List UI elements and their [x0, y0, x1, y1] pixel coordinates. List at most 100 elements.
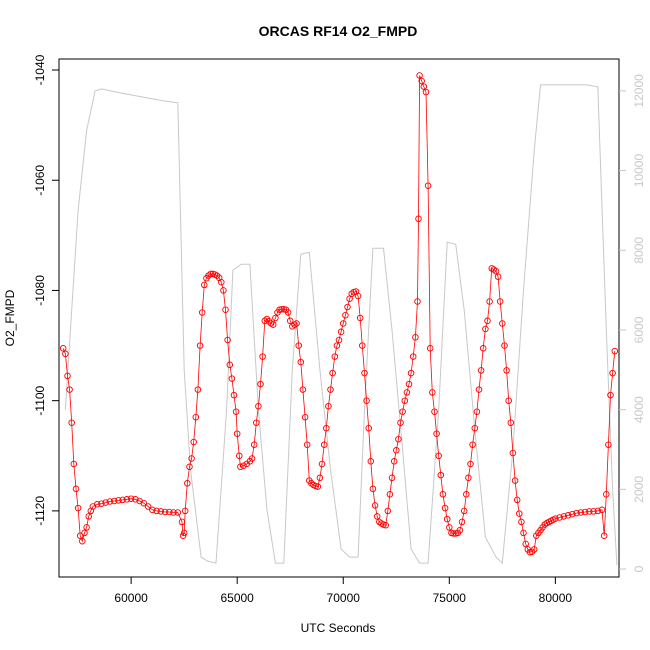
- o2-point: [382, 521, 389, 529]
- o2-point: [446, 524, 453, 531]
- o2-point: [450, 530, 457, 537]
- o2-point: [475, 386, 483, 393]
- o2-point: [218, 278, 225, 286]
- o2-point: [354, 292, 362, 300]
- o2-point: [233, 430, 241, 437]
- x-axis-label: UTC Seconds: [301, 621, 376, 635]
- o2-point: [415, 215, 422, 223]
- o2-point: [482, 325, 489, 333]
- o2-point: [369, 485, 377, 493]
- o2-point: [184, 480, 191, 487]
- o2-point: [505, 397, 512, 404]
- o2-point: [598, 506, 606, 514]
- o2-point: [98, 500, 105, 507]
- o2-point: [395, 435, 402, 443]
- o2-point: [153, 507, 160, 515]
- o2-point: [503, 367, 510, 374]
- o2-point: [255, 402, 262, 410]
- o2-point: [484, 317, 491, 325]
- o2-point: [259, 353, 266, 360]
- o2-point: [253, 419, 260, 426]
- o2-point: [590, 508, 597, 515]
- o2-point: [463, 491, 470, 498]
- o2-point: [605, 441, 612, 448]
- o2-point: [81, 529, 88, 537]
- o2-point: [499, 320, 506, 327]
- o2-point: [507, 419, 515, 426]
- o2-point: [458, 518, 466, 526]
- o2-point: [213, 272, 221, 279]
- o2-point: [594, 507, 602, 515]
- y2-tick-label: 4000: [632, 396, 646, 423]
- o2-point: [207, 270, 214, 278]
- o2-point: [337, 328, 345, 336]
- y2-tick-label: 2000: [632, 476, 646, 503]
- o2-point: [295, 342, 302, 349]
- o2-point: [299, 386, 307, 393]
- o2-point: [325, 402, 332, 410]
- o2-point: [511, 477, 519, 484]
- o2-point: [329, 369, 336, 377]
- y-tick-label: -1120: [33, 496, 47, 526]
- y2-tick-label: 12000: [632, 74, 646, 108]
- o2-point: [201, 281, 208, 289]
- o2-point: [611, 347, 619, 355]
- o2-point: [397, 419, 404, 426]
- o2-point: [435, 452, 442, 460]
- x-tick-label: 80000: [539, 591, 573, 605]
- o2-point: [178, 518, 186, 526]
- o2-point: [439, 491, 447, 498]
- o2-point: [74, 504, 82, 512]
- plot-box: [58, 58, 620, 578]
- o2-point: [230, 391, 238, 399]
- o2-point: [492, 267, 500, 275]
- o2-point: [509, 449, 517, 457]
- o2-point: [418, 77, 425, 85]
- o2-point: [190, 438, 197, 446]
- o2-point: [401, 397, 409, 404]
- o2-point: [59, 345, 67, 352]
- o2-point: [577, 509, 585, 516]
- o2-point: [257, 380, 264, 388]
- o2-point: [416, 72, 423, 79]
- o2-point: [236, 452, 243, 460]
- o2-point: [301, 413, 309, 421]
- o2-point: [513, 496, 521, 504]
- o2-point: [501, 342, 508, 349]
- o2-point: [314, 483, 322, 490]
- o2-point: [471, 424, 479, 432]
- o2-line: [62, 75, 616, 553]
- y2-tick-label: 10000: [632, 154, 646, 188]
- o2-point: [477, 367, 485, 374]
- o2-point: [186, 463, 193, 471]
- o2-point: [564, 512, 572, 519]
- x-tick-label: 60000: [114, 591, 148, 605]
- o2-point: [607, 391, 614, 399]
- o2-point: [66, 386, 73, 393]
- o2-point: [316, 474, 324, 482]
- altitude-line: [64, 84, 618, 566]
- o2-point: [318, 460, 326, 468]
- o2-point: [552, 515, 559, 522]
- y2-tick-label: 6000: [632, 316, 646, 343]
- o2-point: [196, 342, 204, 349]
- o2-point: [157, 508, 165, 515]
- o2-point: [356, 314, 364, 322]
- o2-point: [433, 430, 440, 437]
- o2-point: [371, 502, 379, 509]
- o2-point: [586, 508, 593, 515]
- o2-point: [560, 513, 568, 520]
- o2-point: [365, 424, 372, 432]
- o2-point: [373, 513, 381, 520]
- y2-tick-label: 0: [632, 565, 646, 572]
- o2-point: [323, 424, 330, 432]
- o2-point: [333, 342, 341, 349]
- o2-point: [181, 507, 189, 515]
- x-tick-label: 75000: [433, 591, 467, 605]
- o2-point: [286, 317, 294, 325]
- o2-point: [469, 441, 476, 448]
- o2-point: [528, 548, 536, 555]
- o2-point: [344, 303, 351, 311]
- o2-point: [530, 546, 538, 553]
- o2-point: [102, 499, 109, 506]
